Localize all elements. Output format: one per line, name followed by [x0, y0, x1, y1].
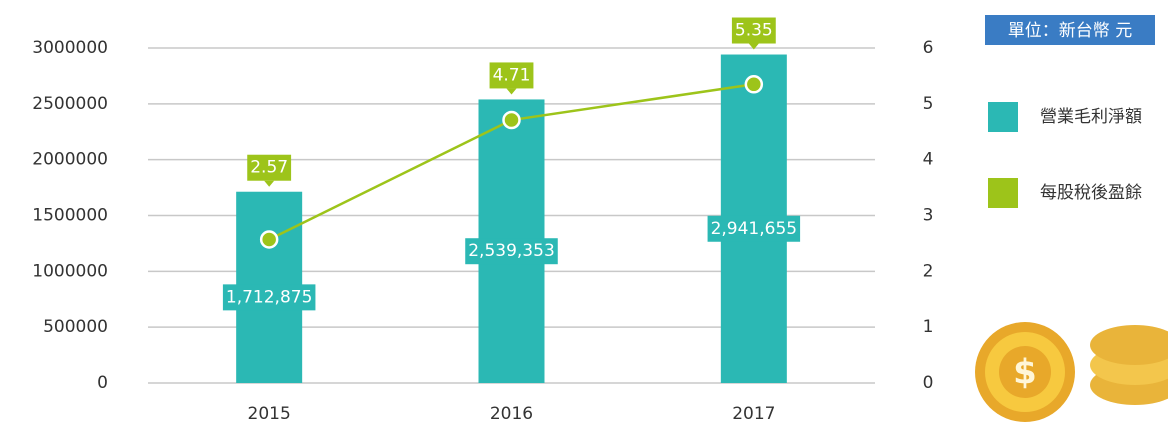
x-tick-label: 2017	[732, 404, 775, 424]
eps-value-label: 2.57	[250, 158, 288, 178]
legend-swatch	[988, 102, 1018, 132]
bar-value-label-bg	[222, 284, 316, 311]
y2-tick-label: 0	[923, 373, 934, 393]
label-pointer	[506, 88, 517, 95]
y2-tick-label: 5	[923, 94, 934, 114]
x-tick-label: 2015	[248, 404, 291, 424]
y2-tick-label: 2	[923, 261, 934, 281]
line-point	[502, 110, 521, 130]
eps-value-label-bg	[489, 62, 534, 89]
x-tick-label: 2016	[490, 404, 533, 424]
y-tick-label: 500000	[43, 317, 108, 337]
y-tick-label: 2500000	[32, 94, 108, 114]
label-pointer	[264, 180, 275, 187]
unit-box	[985, 15, 1155, 45]
eps-value-label: 4.71	[493, 65, 531, 85]
label-pointer	[748, 43, 759, 50]
bar-value-label-bg	[465, 238, 558, 265]
y2-tick-label: 6	[923, 38, 934, 58]
y2-tick-label: 3	[923, 206, 934, 226]
y-tick-label: 1500000	[32, 206, 108, 226]
bar-value-label-bg	[707, 215, 801, 242]
bar-value-label: 2,539,353	[468, 241, 555, 261]
unit-label: 單位：新台幣 元	[1008, 21, 1132, 41]
svg-text:$: $	[1013, 353, 1037, 393]
legend-label: 每股稅後盈餘	[1040, 183, 1142, 203]
legend-label: 營業毛利淨額	[1040, 107, 1142, 127]
y-tick-label: 1000000	[32, 261, 108, 281]
y2-tick-label: 4	[923, 150, 934, 170]
line-point	[259, 230, 279, 249]
y2-tick-label: 1	[923, 317, 934, 337]
eps-value-label: 5.35	[735, 21, 773, 41]
bar-value-label: 2,941,655	[711, 219, 798, 239]
coin-icon: $	[975, 322, 1168, 422]
eps-value-label-bg	[247, 154, 292, 181]
y-tick-label: 3000000	[32, 38, 108, 58]
y-tick-label: 0	[97, 373, 108, 393]
eps-value-label-bg	[731, 17, 776, 44]
bar-value-label: 1,712,875	[226, 287, 313, 307]
legend-swatch	[988, 178, 1018, 208]
line-point	[744, 75, 764, 94]
y-tick-label: 2000000	[32, 150, 108, 170]
